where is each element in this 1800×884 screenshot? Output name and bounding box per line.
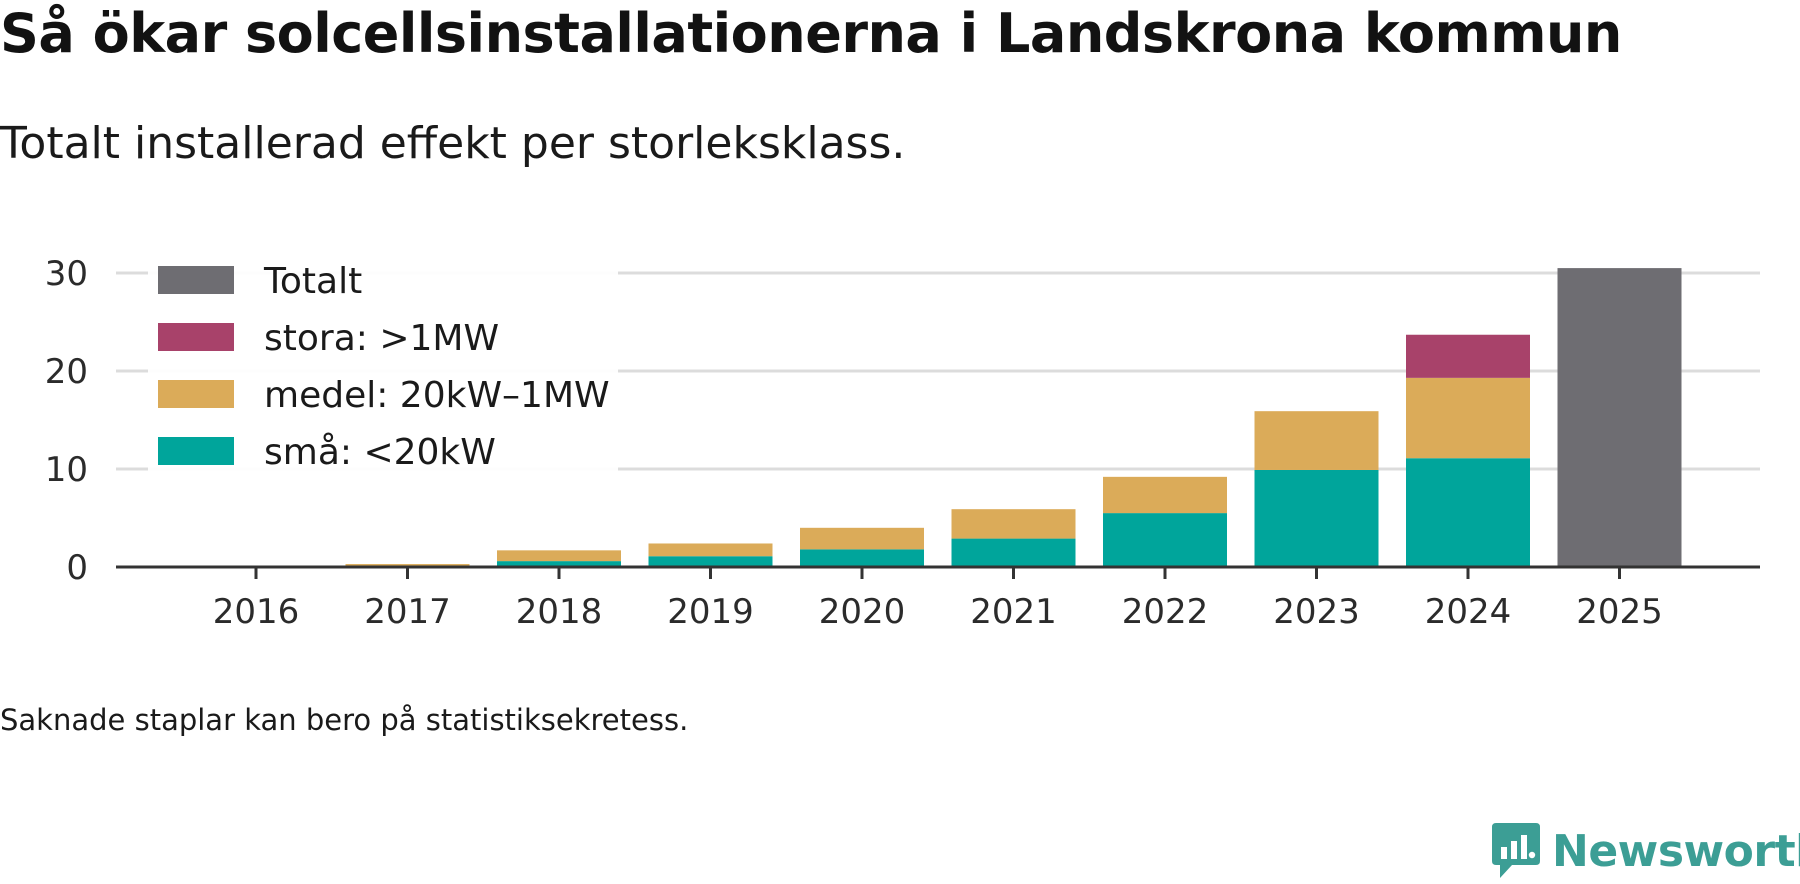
newsworthy-logo: Newsworthy <box>1490 818 1800 884</box>
chart-subtitle: Totalt installerad effekt per storlekskl… <box>0 118 906 169</box>
axes: 0 10 20 30 2016 2017 2018 2019 2020 2021 2022 2023 2… <box>45 254 1760 632</box>
legend-swatch <box>158 323 234 351</box>
x-tick-label: 2017 <box>364 592 451 632</box>
legend-swatch <box>158 266 234 294</box>
x-tick-label: 2020 <box>819 592 906 632</box>
x-tick-label: 2021 <box>970 592 1057 632</box>
brand-name: Newsworthy <box>1552 825 1800 877</box>
chart-title: Så ökar solcellsinstallationerna i Lands… <box>0 2 1622 65</box>
x-tick-label: 2023 <box>1273 592 1360 632</box>
bar-2022-medel <box>1103 476 1227 514</box>
y-tick-label: 20 <box>45 352 88 392</box>
legend: Totalt stora: >1MW medel: 20kW–1MW små: <20… <box>148 252 618 474</box>
bar-2018-små <box>497 561 621 567</box>
legend-label: stora: >1MW <box>264 318 499 359</box>
footnote: Saknade staplar kan bero på statistiksek… <box>0 703 689 737</box>
bar-2022-små <box>1103 513 1227 567</box>
legend-label: medel: 20kW–1MW <box>264 375 610 416</box>
x-tick-label: 2024 <box>1425 592 1512 632</box>
bar-2025-Totalt <box>1557 268 1682 567</box>
legend-label: små: <20kW <box>264 432 496 473</box>
x-tick-label: 2022 <box>1122 592 1209 632</box>
bar-2024-medel <box>1406 377 1530 459</box>
y-tick-label: 10 <box>45 450 88 490</box>
newsworthy-logo-icon <box>1492 823 1540 878</box>
bar-2020-medel <box>800 527 924 550</box>
bar-2018-medel <box>497 550 621 562</box>
bar-2023-små <box>1254 469 1379 567</box>
bar-2021-medel <box>951 509 1076 539</box>
y-tick-label: 0 <box>66 548 88 588</box>
bars <box>194 268 1682 568</box>
bar-2020-små <box>800 549 924 567</box>
bar-2024-små <box>1406 458 1530 567</box>
x-tick-label: 2018 <box>516 592 603 632</box>
x-tick-label: 2025 <box>1576 592 1663 632</box>
bar-2023-medel <box>1254 411 1379 470</box>
bar-2019-små <box>648 556 773 567</box>
bar-2017-medel <box>345 564 470 567</box>
bar-2024-stora <box>1406 334 1530 378</box>
x-tick-label: 2019 <box>667 592 754 632</box>
legend-swatch <box>158 437 234 465</box>
x-tick-label: 2016 <box>213 592 300 632</box>
legend-label: Totalt <box>263 261 362 302</box>
y-tick-label: 30 <box>45 254 88 294</box>
legend-swatch <box>158 380 234 408</box>
bar-2021-små <box>951 538 1076 567</box>
bar-2019-medel <box>648 543 773 557</box>
